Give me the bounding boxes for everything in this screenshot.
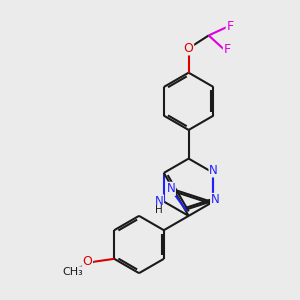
- Text: N: N: [155, 195, 164, 208]
- Text: F: F: [224, 43, 230, 56]
- Text: CH₃: CH₃: [62, 267, 83, 277]
- Text: H: H: [155, 206, 163, 215]
- Text: F: F: [226, 20, 233, 33]
- Text: N: N: [211, 194, 219, 206]
- Text: O: O: [83, 255, 93, 268]
- Text: N: N: [167, 182, 175, 195]
- Text: O: O: [184, 42, 194, 55]
- Text: N: N: [209, 164, 218, 177]
